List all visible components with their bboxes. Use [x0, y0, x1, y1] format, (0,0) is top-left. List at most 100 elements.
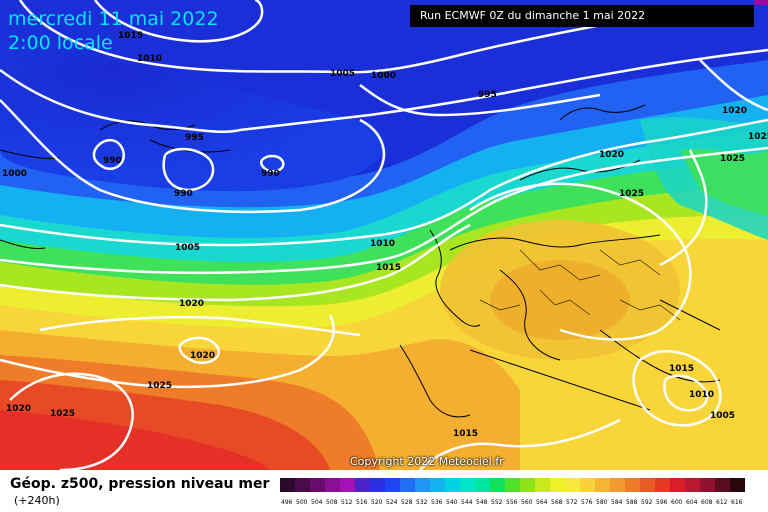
scale-label: 516 — [356, 499, 368, 506]
iso-1020-mid: 1020 — [179, 299, 204, 309]
iso-1025-eu: 1025 — [619, 189, 644, 199]
run-info: Run ECMWF 0Z du dimanche 1 mai 2022 — [410, 5, 754, 27]
legend-subtitle: (+240h) — [14, 494, 60, 507]
scale-label: 584 — [611, 499, 623, 506]
isobars — [0, 0, 768, 427]
color-scale: 496 500 504 508 512 516 520 524 528 532 536 540 544 5… — [280, 478, 745, 506]
scale-swatch — [370, 478, 385, 492]
scale-label: 540 — [446, 499, 458, 506]
scale-label: 612 — [716, 499, 728, 506]
scale-swatch — [610, 478, 625, 492]
scale-swatch — [325, 478, 340, 492]
scale-label: 536 — [431, 499, 443, 506]
scale-swatch — [565, 478, 580, 492]
iso-1025-ne: 1025 — [748, 132, 768, 142]
iso-1015-se: 1015 — [669, 364, 694, 374]
borders — [479, 249, 681, 321]
scale-label: 576 — [581, 499, 593, 506]
warm-core-europe — [490, 260, 630, 340]
scale-label: 572 — [566, 499, 578, 506]
scale-label: 500 — [296, 499, 308, 506]
iso-995-mid: 995 — [185, 133, 204, 143]
iso-995-top: 995 — [478, 90, 497, 100]
scale-swatch — [490, 478, 505, 492]
top-right-strip — [754, 0, 768, 5]
scale-label: 528 — [401, 499, 413, 506]
scale-swatch — [670, 478, 685, 492]
iso-1005-se: 1005 — [710, 411, 735, 421]
scale-swatch — [655, 478, 670, 492]
scale-label: 556 — [506, 499, 518, 506]
scale-label: 592 — [641, 499, 653, 506]
scale-swatch — [280, 478, 295, 492]
scale-swatch — [715, 478, 730, 492]
iso-1000-left: 1000 — [2, 169, 27, 179]
iso-1025-ne2: 1025 — [720, 154, 745, 164]
iso-1010-mid: 1010 — [370, 239, 395, 249]
scale-swatch — [595, 478, 610, 492]
scale-swatch — [445, 478, 460, 492]
band-deep-red — [0, 410, 270, 470]
isobar-labels: 1015 1010 1005 1000 995 995 990 990 990 … — [2, 31, 768, 439]
iso-1010-se: 1010 — [689, 390, 714, 400]
scale-swatch — [475, 478, 490, 492]
scale-swatch — [295, 478, 310, 492]
scale-label: 560 — [521, 499, 533, 506]
scale-swatch — [640, 478, 655, 492]
scale-swatch — [415, 478, 430, 492]
scale-label: 608 — [701, 499, 713, 506]
iso-1015-s: 1015 — [453, 429, 478, 439]
iso-1005-top: 1005 — [330, 69, 355, 79]
scale-label: 520 — [371, 499, 383, 506]
copyright: Copyright 2022 Meteociel.fr — [350, 455, 504, 468]
iso-1020-sw: 1020 — [6, 404, 31, 414]
scale-swatch — [625, 478, 640, 492]
scale-swatch — [700, 478, 715, 492]
scale-label: 564 — [536, 499, 548, 506]
legend-title: Géop. z500, pression niveau mer — [10, 476, 270, 492]
scale-swatch — [685, 478, 700, 492]
scale-label: 524 — [386, 499, 398, 506]
scale-label: 544 — [461, 499, 473, 506]
low-north-atlantic — [0, 40, 385, 192]
scale-label: 580 — [596, 499, 608, 506]
scale-label: 508 — [326, 499, 338, 506]
iso-1020-n: 1020 — [599, 150, 624, 160]
iso-1005-mid: 1005 — [175, 243, 200, 253]
scale-swatch — [340, 478, 355, 492]
scale-label: 532 — [416, 499, 428, 506]
scale-swatch — [310, 478, 325, 492]
scale-label: 496 — [281, 499, 293, 506]
scale-label: 616 — [731, 499, 743, 506]
scale-swatch — [430, 478, 445, 492]
band-ne-green — [680, 148, 768, 215]
iso-1020-low: 1020 — [190, 351, 215, 361]
scale-label: 604 — [686, 499, 698, 506]
iso-1000-top: 1000 — [371, 71, 396, 81]
scale-swatch — [550, 478, 565, 492]
iso-1010-tl: 1010 — [137, 54, 162, 64]
scale-swatch — [505, 478, 520, 492]
map-svg: 1015 1010 1005 1000 995 995 990 990 990 … — [0, 0, 768, 472]
iso-990-a: 990 — [103, 156, 122, 166]
scale-swatch — [520, 478, 535, 492]
scale-label: 588 — [626, 499, 638, 506]
iso-1015-tl: 1015 — [118, 31, 143, 41]
scale-label: 552 — [491, 499, 503, 506]
scale-swatch — [400, 478, 415, 492]
scale-swatch — [385, 478, 400, 492]
scale-swatch — [580, 478, 595, 492]
scale-label: 504 — [311, 499, 323, 506]
iso-990-c: 990 — [261, 169, 280, 179]
scale-label: 548 — [476, 499, 488, 506]
iso-1025-low: 1025 — [147, 381, 172, 391]
scale-swatch — [355, 478, 370, 492]
forecast-date: mercredi 11 mai 2022 — [8, 8, 219, 30]
iso-1015-mid: 1015 — [376, 263, 401, 273]
iso-1020-ne: 1020 — [722, 106, 747, 116]
scale-swatch — [535, 478, 550, 492]
scale-label: 600 — [671, 499, 683, 506]
scale-label: 512 — [341, 499, 353, 506]
scale-label: 568 — [551, 499, 563, 506]
iso-1025-sw: 1025 — [50, 409, 75, 419]
